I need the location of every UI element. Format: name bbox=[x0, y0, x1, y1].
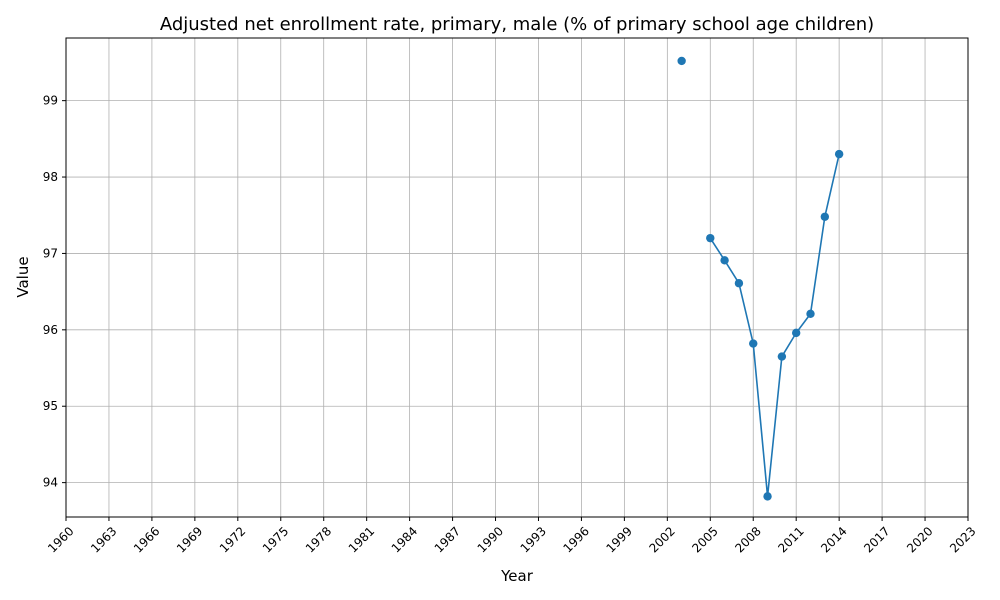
data-point bbox=[834, 149, 844, 159]
plot-frame bbox=[65, 37, 969, 518]
x-tick-label: 2017 bbox=[861, 524, 892, 555]
x-tick-label: 1978 bbox=[303, 524, 334, 555]
y-tick-label: 97 bbox=[43, 246, 58, 260]
data-point bbox=[820, 212, 830, 221]
data-point bbox=[677, 56, 686, 66]
x-tick-label: 1990 bbox=[475, 524, 506, 555]
series-line bbox=[709, 153, 840, 497]
x-tick-label: 1996 bbox=[561, 524, 592, 555]
y-tick-label: 99 bbox=[43, 94, 58, 108]
y-axis-ticks: 94 95 96 97 98 99 bbox=[43, 94, 66, 490]
y-tick-label: 98 bbox=[43, 170, 58, 184]
data-point bbox=[791, 328, 801, 338]
x-tick-label: 2005 bbox=[689, 524, 720, 555]
y-tick-label: 96 bbox=[43, 323, 58, 337]
x-tick-label: 2020 bbox=[904, 524, 935, 555]
x-tick-label: 1972 bbox=[217, 524, 248, 555]
x-tick-label: 1993 bbox=[518, 524, 549, 555]
x-tick-label: 2002 bbox=[646, 524, 677, 555]
x-tick-label: 1966 bbox=[131, 524, 162, 555]
data-point bbox=[749, 339, 758, 348]
x-tick-label: 2011 bbox=[775, 524, 806, 555]
series-layer bbox=[677, 56, 844, 501]
x-tick-label: 2014 bbox=[818, 524, 849, 555]
x-axis-ticks: 1960 1963 1966 1969 1972 1975 1978 1981 1984 1987… bbox=[45, 517, 979, 556]
x-tick-label: 1960 bbox=[45, 524, 76, 555]
grid bbox=[65, 38, 969, 517]
x-tick-label: 1987 bbox=[432, 524, 463, 555]
data-point bbox=[777, 352, 787, 361]
x-tick-label: 2008 bbox=[732, 524, 763, 555]
data-point bbox=[734, 279, 744, 288]
x-tick-label: 1999 bbox=[603, 524, 634, 555]
x-tick-label: 2023 bbox=[947, 524, 978, 555]
data-point bbox=[806, 309, 815, 318]
x-axis-label: Year bbox=[500, 567, 534, 585]
x-tick-label: 1975 bbox=[260, 524, 291, 555]
data-point bbox=[706, 233, 715, 243]
y-tick-label: 94 bbox=[43, 476, 58, 490]
x-tick-label: 1969 bbox=[174, 524, 205, 555]
chart-title: Adjusted net enrollment rate, primary, m… bbox=[160, 14, 874, 35]
y-axis-label: Value bbox=[14, 256, 32, 297]
x-tick-label: 1984 bbox=[389, 524, 420, 555]
x-tick-label: 1981 bbox=[346, 524, 377, 555]
data-point bbox=[720, 256, 729, 265]
y-tick-label: 95 bbox=[43, 399, 58, 413]
data-point bbox=[763, 492, 772, 501]
x-tick-label: 1963 bbox=[88, 524, 119, 555]
